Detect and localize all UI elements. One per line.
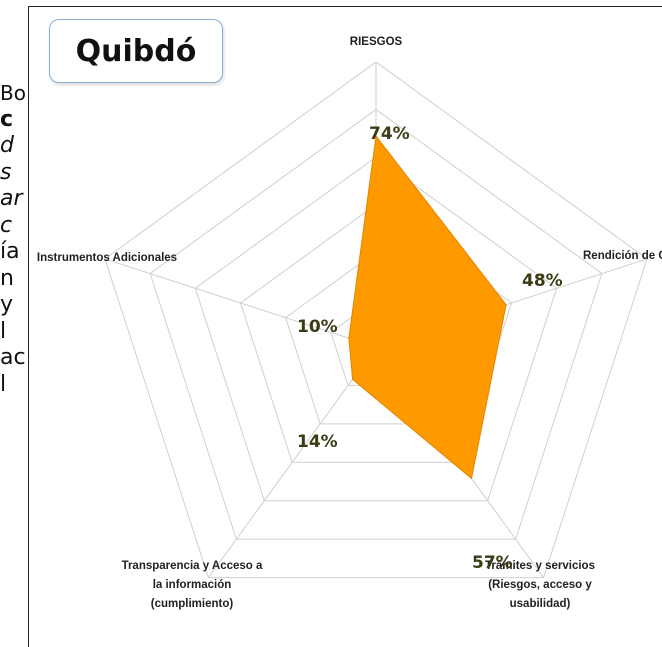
axis-spoke [208, 346, 377, 578]
axis-label: Instrumentos Adicionales [37, 252, 177, 264]
data-label: 48% [522, 271, 563, 291]
bg-line: n [0, 265, 14, 291]
background-document-text: Bo c d s ar c ía n y l ac l [0, 80, 60, 398]
data-label: 10% [297, 317, 338, 337]
axis-label: RIESGOS [350, 36, 403, 48]
bg-line: y [0, 292, 14, 317]
bg-line: Bo [0, 81, 26, 105]
chart-frame: RIESGOS Rendición de Cu Trámites y servici… [28, 6, 662, 647]
grid-ring [149, 108, 603, 540]
axis-spoke [104, 258, 377, 348]
city-title: Quibdó [75, 33, 197, 69]
bg-line: d [0, 133, 14, 158]
axis-label: Transparencia y Acceso a la información (c… [122, 560, 263, 610]
bg-line: ía [0, 239, 20, 264]
city-title-box: Quibdó [49, 19, 223, 83]
axis-labels: RIESGOS Rendición de Cu Trámites y servici… [37, 36, 662, 610]
data-labels: 74% 48% 57% 14% 10% [297, 124, 563, 573]
grid-ring [194, 156, 558, 502]
bg-line: ar [0, 186, 23, 211]
grid-ring [104, 61, 648, 579]
bg-line: c [0, 106, 14, 132]
data-label: 57% [472, 553, 513, 573]
axis-label: Trámites y servicios (Riesgos, acceso y us… [485, 560, 595, 610]
axis-label: Rendición de Cu [583, 250, 662, 262]
bg-line: ac [0, 345, 26, 370]
bg-line: l [0, 371, 7, 397]
bg-line: c [0, 212, 13, 238]
radar-chart: RIESGOS Rendición de Cu Trámites y servici… [37, 36, 662, 610]
bg-line: s [0, 159, 12, 185]
data-label: 14% [297, 432, 338, 452]
radar-grid [104, 61, 648, 579]
data-label: 74% [369, 124, 410, 144]
series-polygon [348, 134, 507, 480]
bg-line: l [0, 318, 7, 344]
